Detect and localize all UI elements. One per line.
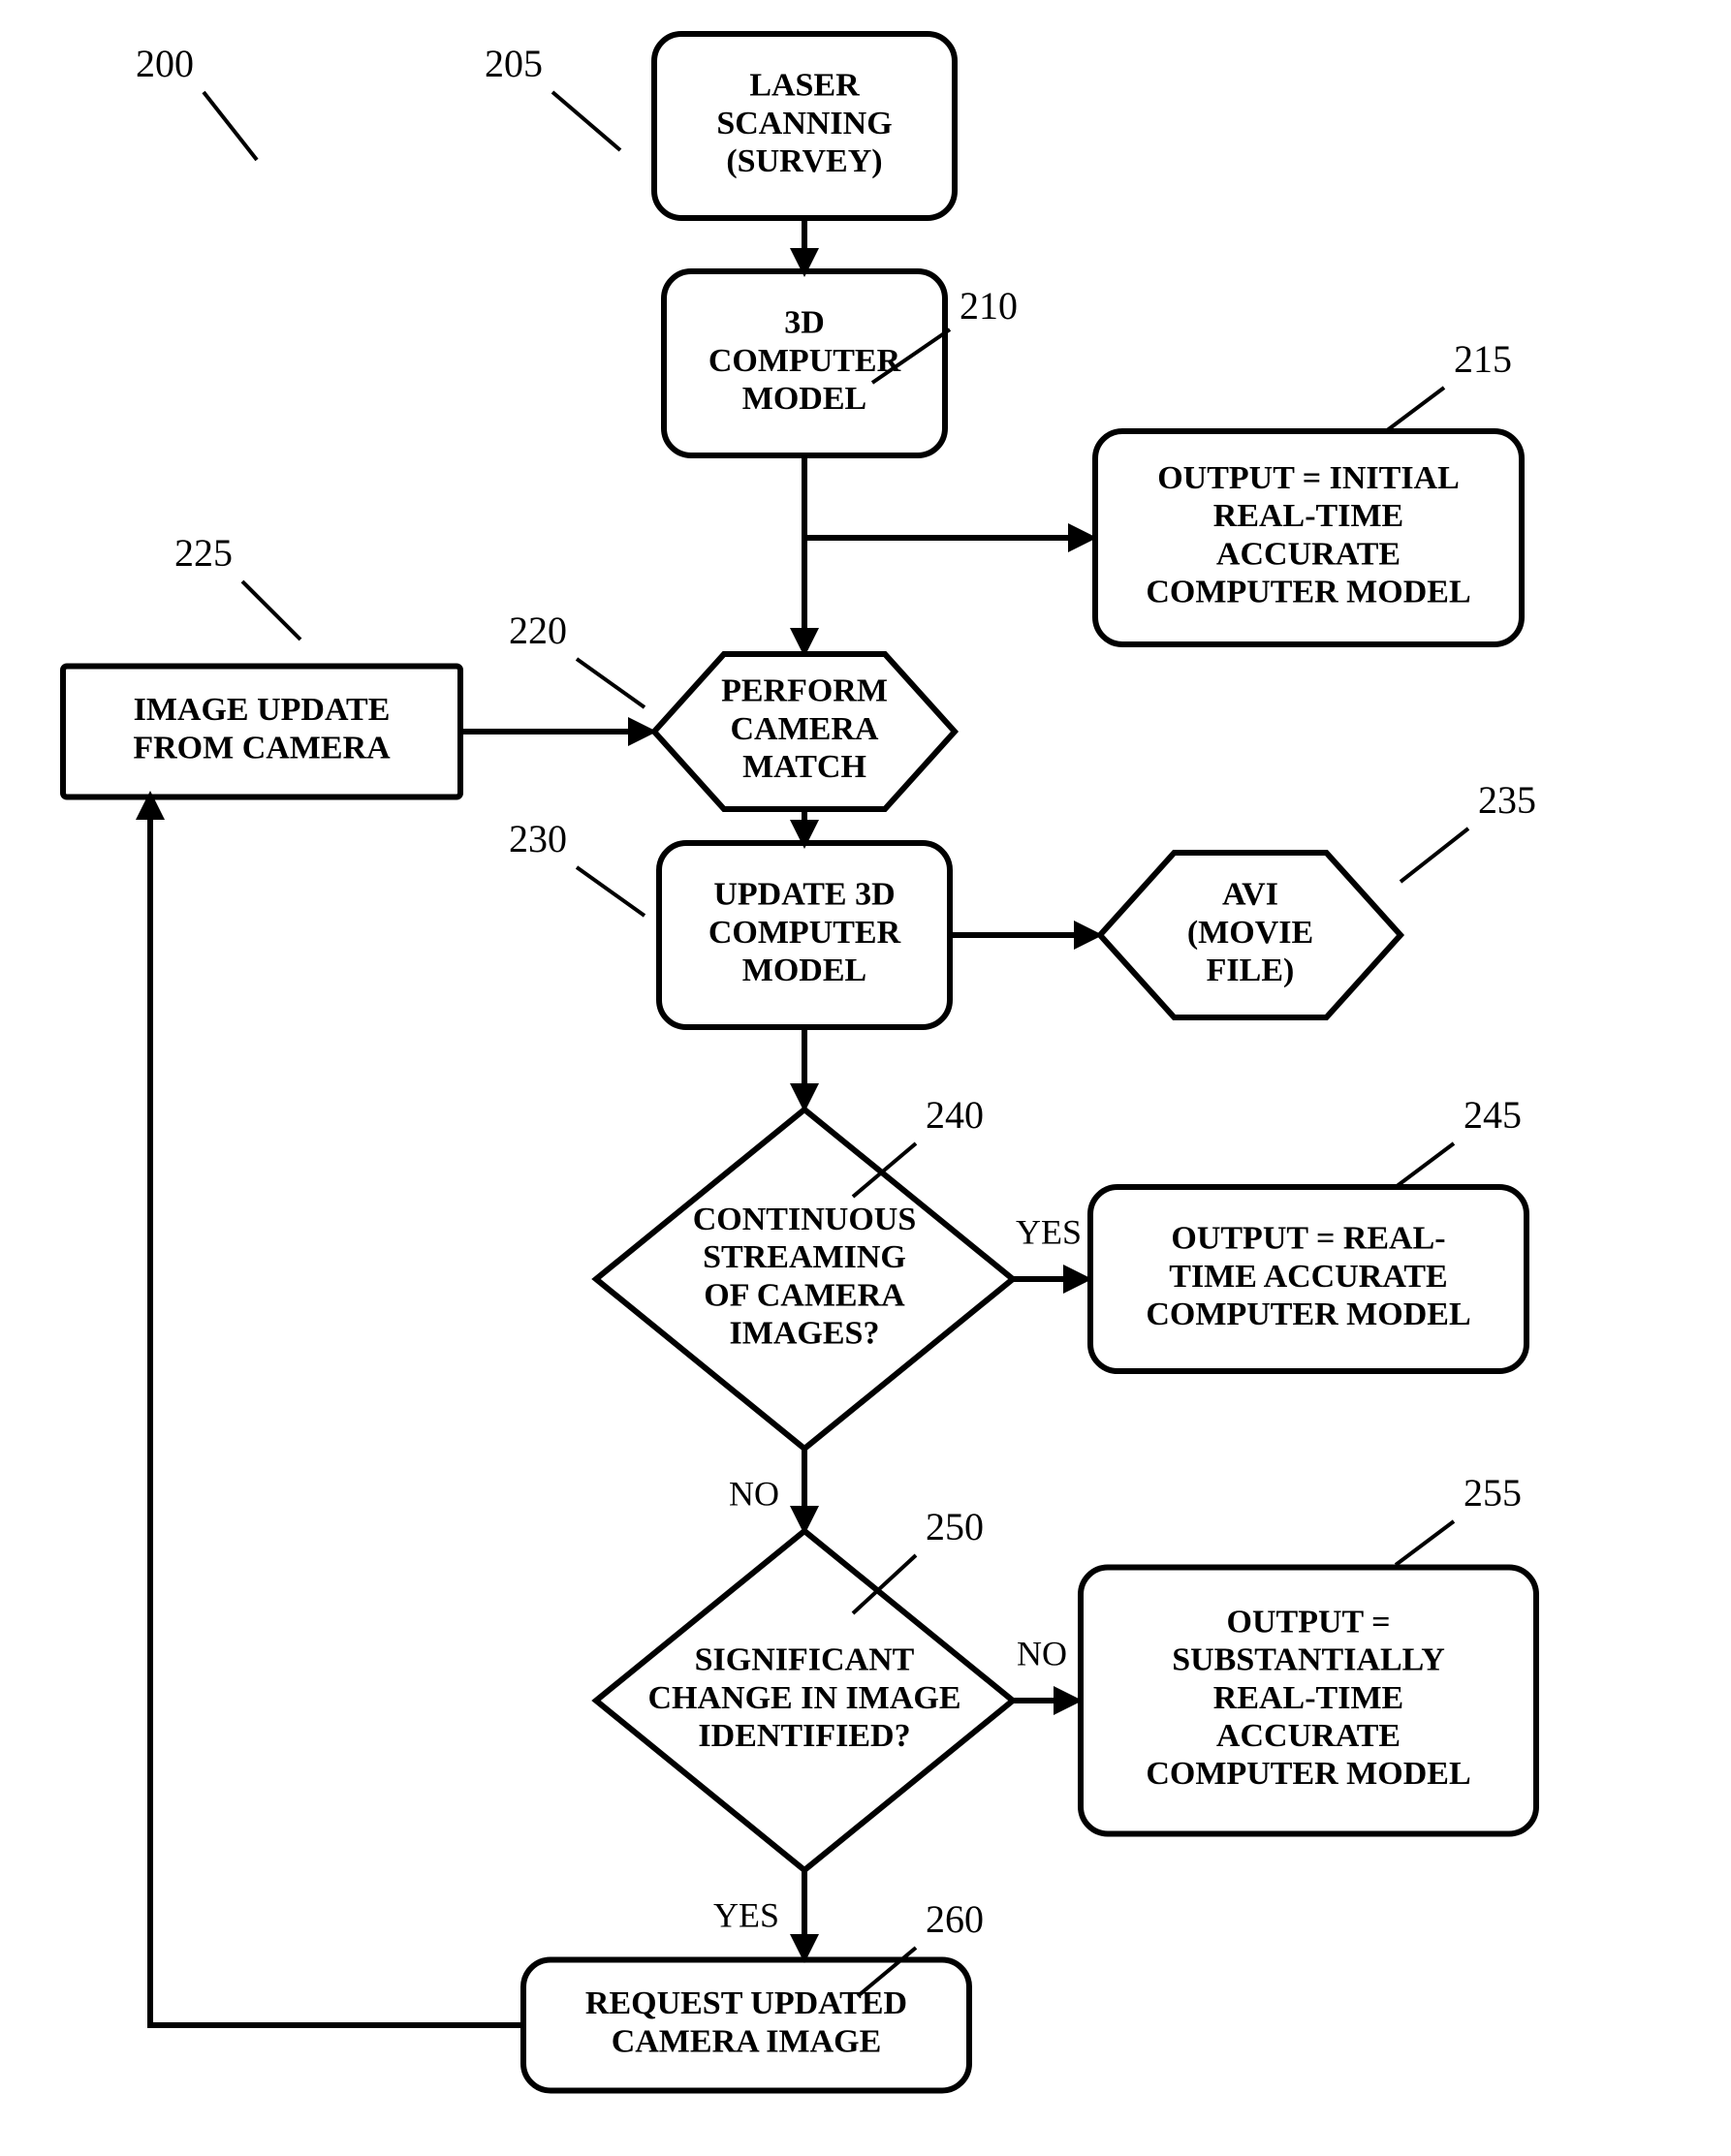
node-n235-text-line-2: FILE) xyxy=(1207,953,1295,988)
node-n245-text-line-0: OUTPUT = REAL- xyxy=(1171,1221,1445,1257)
ref-210: 210 xyxy=(960,284,1018,328)
node-n220: PERFORMCAMERAMATCH xyxy=(654,654,955,809)
ref-255: 255 xyxy=(1463,1471,1522,1515)
node-n205-text-line-2: (SURVEY) xyxy=(726,143,882,179)
node-n215-text-line-2: ACCURATE xyxy=(1216,536,1401,572)
node-n225-text-line-1: FROM CAMERA xyxy=(133,730,391,766)
node-n220-text-line-1: CAMERA xyxy=(731,711,879,747)
ref-220-leader xyxy=(577,659,645,707)
ref-260: 260 xyxy=(926,1897,984,1941)
ref-245: 245 xyxy=(1463,1093,1522,1137)
node-n255-text-line-4: COMPUTER MODEL xyxy=(1146,1756,1470,1792)
ref-220: 220 xyxy=(509,609,567,652)
ref-230-leader xyxy=(577,867,645,916)
ref-250: 250 xyxy=(926,1505,984,1548)
ref-235: 235 xyxy=(1478,778,1536,822)
edge-e240-250-label: NO xyxy=(729,1474,779,1513)
node-n205-text-line-1: SCANNING xyxy=(716,106,892,141)
node-n245-text-line-1: TIME ACCURATE xyxy=(1169,1259,1447,1295)
edge-e250-255-label: NO xyxy=(1017,1634,1067,1672)
node-n230-text-line-2: MODEL xyxy=(742,953,866,988)
node-n240-text-line-3: IMAGES? xyxy=(730,1315,880,1351)
node-n215-text-line-0: OUTPUT = INITIAL xyxy=(1157,460,1460,496)
node-n245-text-line-2: COMPUTER MODEL xyxy=(1146,1297,1470,1332)
node-n255: OUTPUT =SUBSTANTIALLYREAL-TIMEACCURATECO… xyxy=(1081,1568,1536,1834)
node-n260-text-line-1: CAMERA IMAGE xyxy=(612,2023,882,2059)
node-n240-text-line-2: OF CAMERA xyxy=(704,1277,905,1313)
ref-230: 230 xyxy=(509,817,567,860)
node-n260-text-line-0: REQUEST UPDATED xyxy=(585,1985,907,2021)
node-n225: IMAGE UPDATEFROM CAMERA xyxy=(63,667,460,797)
node-n220-text-line-0: PERFORM xyxy=(721,673,888,709)
edge-e240-245-label: YES xyxy=(1016,1212,1082,1251)
node-n205-text-line-0: LASER xyxy=(749,68,860,104)
node-n230: UPDATE 3DCOMPUTERMODEL xyxy=(659,843,950,1027)
node-n230-text-line-1: COMPUTER xyxy=(708,915,901,951)
node-n205: LASERSCANNING(SURVEY) xyxy=(654,34,955,218)
ref-205: 205 xyxy=(485,42,543,85)
ref-200-leader xyxy=(204,92,257,160)
node-n230-text-line-0: UPDATE 3D xyxy=(713,877,895,913)
node-n210-text-line-1: COMPUTER xyxy=(708,343,901,379)
node-n240: CONTINUOUSSTREAMINGOF CAMERAIMAGES? xyxy=(596,1109,1013,1449)
node-n240-text-line-0: CONTINUOUS xyxy=(693,1202,916,1237)
ref-215: 215 xyxy=(1454,337,1512,381)
node-n225-text-line-0: IMAGE UPDATE xyxy=(134,692,391,728)
node-n245: OUTPUT = REAL-TIME ACCURATECOMPUTER MODE… xyxy=(1090,1187,1526,1371)
node-n250: SIGNIFICANTCHANGE IN IMAGEIDENTIFIED? xyxy=(596,1531,1013,1870)
node-n210-text-line-2: MODEL xyxy=(742,381,866,417)
ref-225: 225 xyxy=(174,531,233,575)
ref-235-leader xyxy=(1401,828,1468,882)
node-n235: AVI(MOVIEFILE) xyxy=(1100,853,1401,1017)
node-n255-text-line-0: OUTPUT = xyxy=(1227,1605,1391,1640)
node-n250-text-line-0: SIGNIFICANT xyxy=(695,1642,915,1678)
node-n215-text-line-3: COMPUTER MODEL xyxy=(1146,574,1470,609)
ref-255-leader xyxy=(1396,1521,1454,1565)
node-n215: OUTPUT = INITIALREAL-TIMEACCURATECOMPUTE… xyxy=(1095,431,1522,644)
ref-240: 240 xyxy=(926,1093,984,1137)
ref-215-leader xyxy=(1386,388,1444,431)
ref-245-leader xyxy=(1396,1143,1454,1187)
node-n260: REQUEST UPDATEDCAMERA IMAGE xyxy=(523,1960,969,2091)
node-n240-text-line-1: STREAMING xyxy=(703,1239,906,1275)
edge-e250-260-label: YES xyxy=(713,1895,779,1934)
node-n250-text-line-2: IDENTIFIED? xyxy=(698,1718,910,1754)
ref-200: 200 xyxy=(136,42,194,85)
node-n235-text-line-0: AVI xyxy=(1222,877,1278,913)
node-n255-text-line-3: ACCURATE xyxy=(1216,1718,1401,1754)
node-n250-text-line-1: CHANGE IN IMAGE xyxy=(647,1680,960,1716)
node-n220-text-line-2: MATCH xyxy=(742,749,866,785)
ref-205-leader xyxy=(552,92,620,150)
node-n235-text-line-1: (MOVIE xyxy=(1187,915,1313,951)
node-n255-text-line-2: REAL-TIME xyxy=(1213,1680,1403,1716)
node-n210-text-line-0: 3D xyxy=(784,305,825,341)
node-n215-text-line-1: REAL-TIME xyxy=(1213,498,1403,534)
edge-e260-225 xyxy=(150,797,523,2025)
ref-225-leader xyxy=(242,581,300,640)
node-n255-text-line-1: SUBSTANTIALLY xyxy=(1172,1642,1445,1678)
